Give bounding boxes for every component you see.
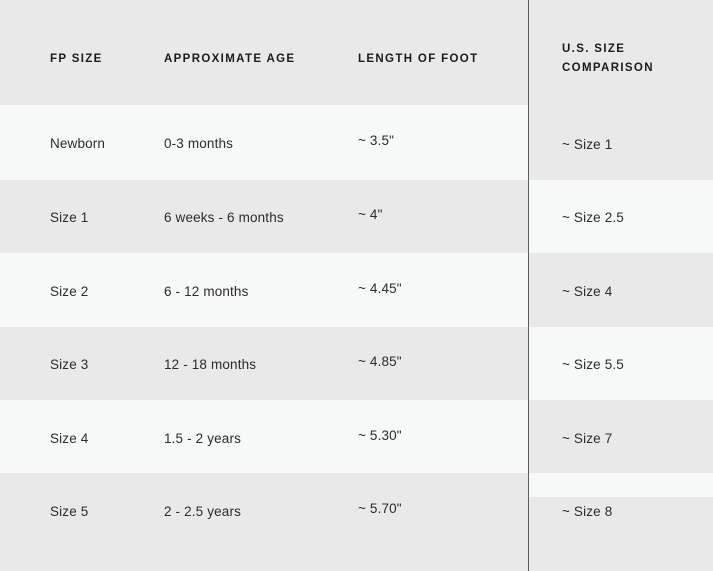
table-row: 6 - 12 months bbox=[164, 284, 249, 299]
right-row-band-7 bbox=[529, 497, 713, 571]
table-row: ~ 4.85" bbox=[358, 354, 402, 369]
table-row: ~ Size 5.5 bbox=[562, 357, 624, 372]
left-row-band-4 bbox=[0, 327, 529, 400]
table-row: ~ 3.5" bbox=[358, 133, 395, 148]
table-row: ~ 4.45" bbox=[358, 281, 402, 296]
table-row: Size 5 bbox=[50, 504, 89, 519]
table-row: ~ Size 8 bbox=[562, 504, 613, 519]
table-row: ~ Size 7 bbox=[562, 431, 613, 446]
table-row: ~ 5.30" bbox=[358, 428, 402, 443]
table-row: Size 1 bbox=[50, 210, 89, 225]
right-row-band-4 bbox=[529, 327, 713, 400]
right-row-band-3 bbox=[529, 253, 713, 327]
column-header-length-of-foot: LENGTH OF FOOT bbox=[358, 53, 479, 65]
table-row: 2 - 2.5 years bbox=[164, 504, 241, 519]
right-row-band-2 bbox=[529, 180, 713, 253]
left-row-band-1 bbox=[0, 105, 529, 180]
column-header-fp-size: FP SIZE bbox=[50, 53, 103, 65]
column-header-approximate-age: APPROXIMATE AGE bbox=[164, 53, 296, 65]
table-row: ~ Size 2.5 bbox=[562, 210, 624, 225]
table-row: Size 3 bbox=[50, 357, 89, 372]
table-row: 6 weeks - 6 months bbox=[164, 210, 284, 225]
header-band bbox=[0, 0, 713, 105]
right-row-band-6 bbox=[529, 473, 713, 497]
left-row-band-6 bbox=[0, 473, 529, 571]
table-row: Newborn bbox=[50, 136, 106, 151]
table-row: ~ 5.70" bbox=[358, 501, 402, 516]
table-row: ~ Size 4 bbox=[562, 284, 613, 299]
column-header-us-size-comparison: U.S. SIZE COMPARISON bbox=[562, 43, 654, 74]
table-row: 12 - 18 months bbox=[164, 357, 257, 372]
left-row-band-2 bbox=[0, 180, 529, 253]
left-row-band-3 bbox=[0, 253, 529, 327]
column-divider bbox=[528, 0, 529, 571]
right-row-band-1 bbox=[529, 105, 713, 180]
table-row: ~ 4" bbox=[358, 207, 383, 222]
table-row: Size 4 bbox=[50, 431, 89, 446]
table-row: ~ Size 1 bbox=[562, 137, 613, 152]
table-row: 1.5 - 2 years bbox=[164, 431, 241, 446]
table-row: Size 2 bbox=[50, 284, 89, 299]
right-row-band-5 bbox=[529, 400, 713, 473]
table-row: 0-3 months bbox=[164, 136, 234, 151]
left-row-band-5 bbox=[0, 400, 529, 473]
